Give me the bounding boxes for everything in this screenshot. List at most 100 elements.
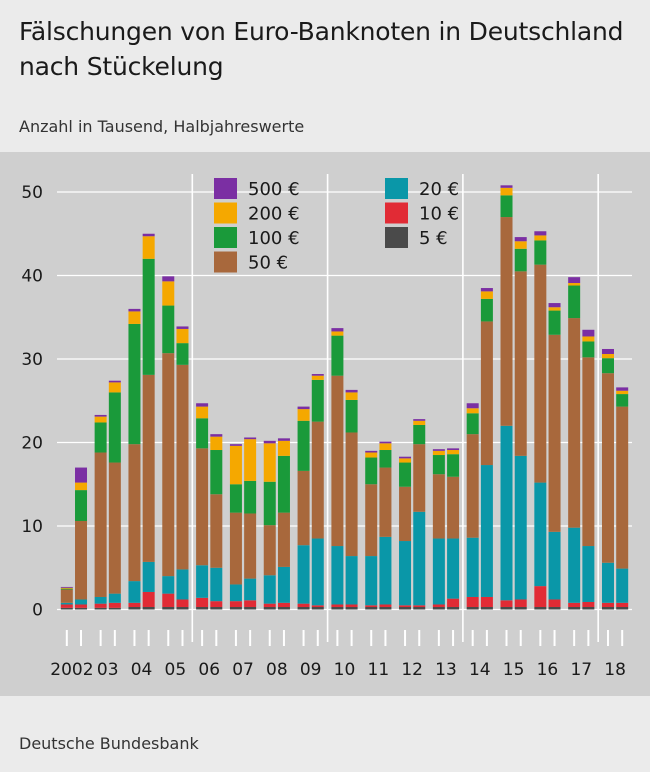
x-year-label: 11 — [368, 660, 390, 680]
bar-segment — [128, 323, 141, 445]
bar-segment — [616, 387, 629, 391]
bar-segment — [297, 409, 310, 421]
x-year-label: 07 — [232, 660, 254, 680]
bar-segment — [379, 441, 392, 444]
bar-segment — [534, 240, 547, 265]
bar-segment — [94, 452, 107, 597]
bar-segment — [244, 480, 257, 514]
bar-segment — [60, 607, 73, 610]
bar-segment — [210, 607, 223, 610]
bar-segment — [568, 283, 581, 286]
bar-segment — [162, 276, 175, 282]
x-year-label: 17 — [570, 660, 592, 680]
bar-segment — [196, 448, 209, 566]
bar-segment — [399, 605, 412, 607]
bar-segment — [331, 328, 344, 332]
legend-swatch — [385, 227, 408, 248]
bar-segment — [534, 586, 547, 607]
bar-segment — [413, 607, 426, 610]
bar-segment — [432, 604, 445, 607]
bar-segment — [616, 406, 629, 569]
bar-segment — [534, 607, 547, 610]
bar-segment — [432, 474, 445, 539]
y-tick-label: 20 — [21, 434, 43, 454]
bar-segment — [365, 457, 378, 485]
x-year-label: 10 — [334, 660, 356, 680]
bar-segment — [229, 584, 242, 602]
bar-segment — [196, 418, 209, 449]
bar-segment — [142, 258, 155, 375]
bar-segment — [413, 511, 426, 606]
bar-segment — [345, 432, 358, 557]
bar-segment — [277, 566, 290, 603]
bar-segment — [263, 440, 276, 444]
legend-label: 500 € — [248, 179, 300, 200]
bar-segment — [311, 421, 324, 539]
bar-segment — [582, 357, 595, 547]
bar-segment — [534, 231, 547, 236]
source-note: Deutsche Bundesbank — [19, 734, 199, 753]
bar-segment — [365, 452, 378, 458]
bar-segment — [75, 482, 88, 491]
bar-segment — [176, 569, 189, 600]
bar-segment — [277, 607, 290, 610]
bar-segment — [75, 490, 88, 521]
bar-segment — [466, 413, 479, 435]
bar-segment — [365, 450, 378, 453]
bar-segment — [108, 380, 121, 383]
chart-title: Fälschungen von Euro-Banknoten in Deutsc… — [19, 17, 624, 81]
bar-segment — [108, 382, 121, 393]
bar-segment — [210, 450, 223, 495]
bar-segment — [196, 565, 209, 598]
bar-segment — [229, 601, 242, 607]
legend-swatch — [214, 202, 237, 224]
legend-label: 5 € — [419, 228, 448, 249]
bar-segment — [162, 281, 175, 306]
legend-swatch — [214, 178, 237, 199]
bar-segment — [142, 374, 155, 562]
bar-segment — [379, 450, 392, 468]
bar-segment — [568, 602, 581, 607]
plot-panel: 0 10 20 30 40 50 2002 03 04 05 06 07 08 09 10 11 12 13 14 1… — [0, 152, 650, 696]
bar-segment — [466, 403, 479, 409]
bar-segment — [244, 439, 257, 481]
bar-segment — [568, 277, 581, 284]
bar-segment — [480, 291, 493, 299]
bar-segment — [75, 599, 88, 605]
bar-segment — [466, 408, 479, 414]
bar-segment — [548, 310, 561, 335]
bar-segment — [60, 588, 73, 590]
bar-segment — [162, 576, 175, 594]
bar-segment — [568, 527, 581, 603]
bar-segment — [582, 546, 595, 602]
x-year-label: 06 — [198, 660, 220, 680]
y-tick-label: 0 — [32, 601, 43, 621]
bar-segment — [331, 546, 344, 605]
bar-segment — [379, 467, 392, 537]
bar-segment — [311, 538, 324, 606]
bar-segment — [480, 298, 493, 322]
bar-segment — [60, 587, 73, 589]
bar-segment — [162, 593, 175, 607]
bar-segment — [142, 591, 155, 607]
bar-segment — [277, 602, 290, 607]
bar-segment — [616, 607, 629, 610]
bar-segment — [196, 597, 209, 607]
bar-segment — [176, 607, 189, 610]
bar-segment — [514, 607, 527, 610]
bar-segment — [75, 607, 88, 610]
bar-segment — [480, 596, 493, 607]
bar-segment — [582, 341, 595, 358]
bar-segment — [466, 596, 479, 607]
bar-segment — [263, 607, 276, 610]
bar-segment — [447, 538, 460, 599]
bar-segment — [60, 589, 73, 603]
bar-segment — [277, 455, 290, 513]
x-year-label: 04 — [131, 660, 153, 680]
bar-segment — [500, 607, 513, 610]
bar-segment — [128, 444, 141, 582]
bar-segment — [176, 326, 189, 329]
bar-segment — [466, 607, 479, 610]
bar-segment — [500, 425, 513, 601]
bar-segment — [447, 607, 460, 610]
